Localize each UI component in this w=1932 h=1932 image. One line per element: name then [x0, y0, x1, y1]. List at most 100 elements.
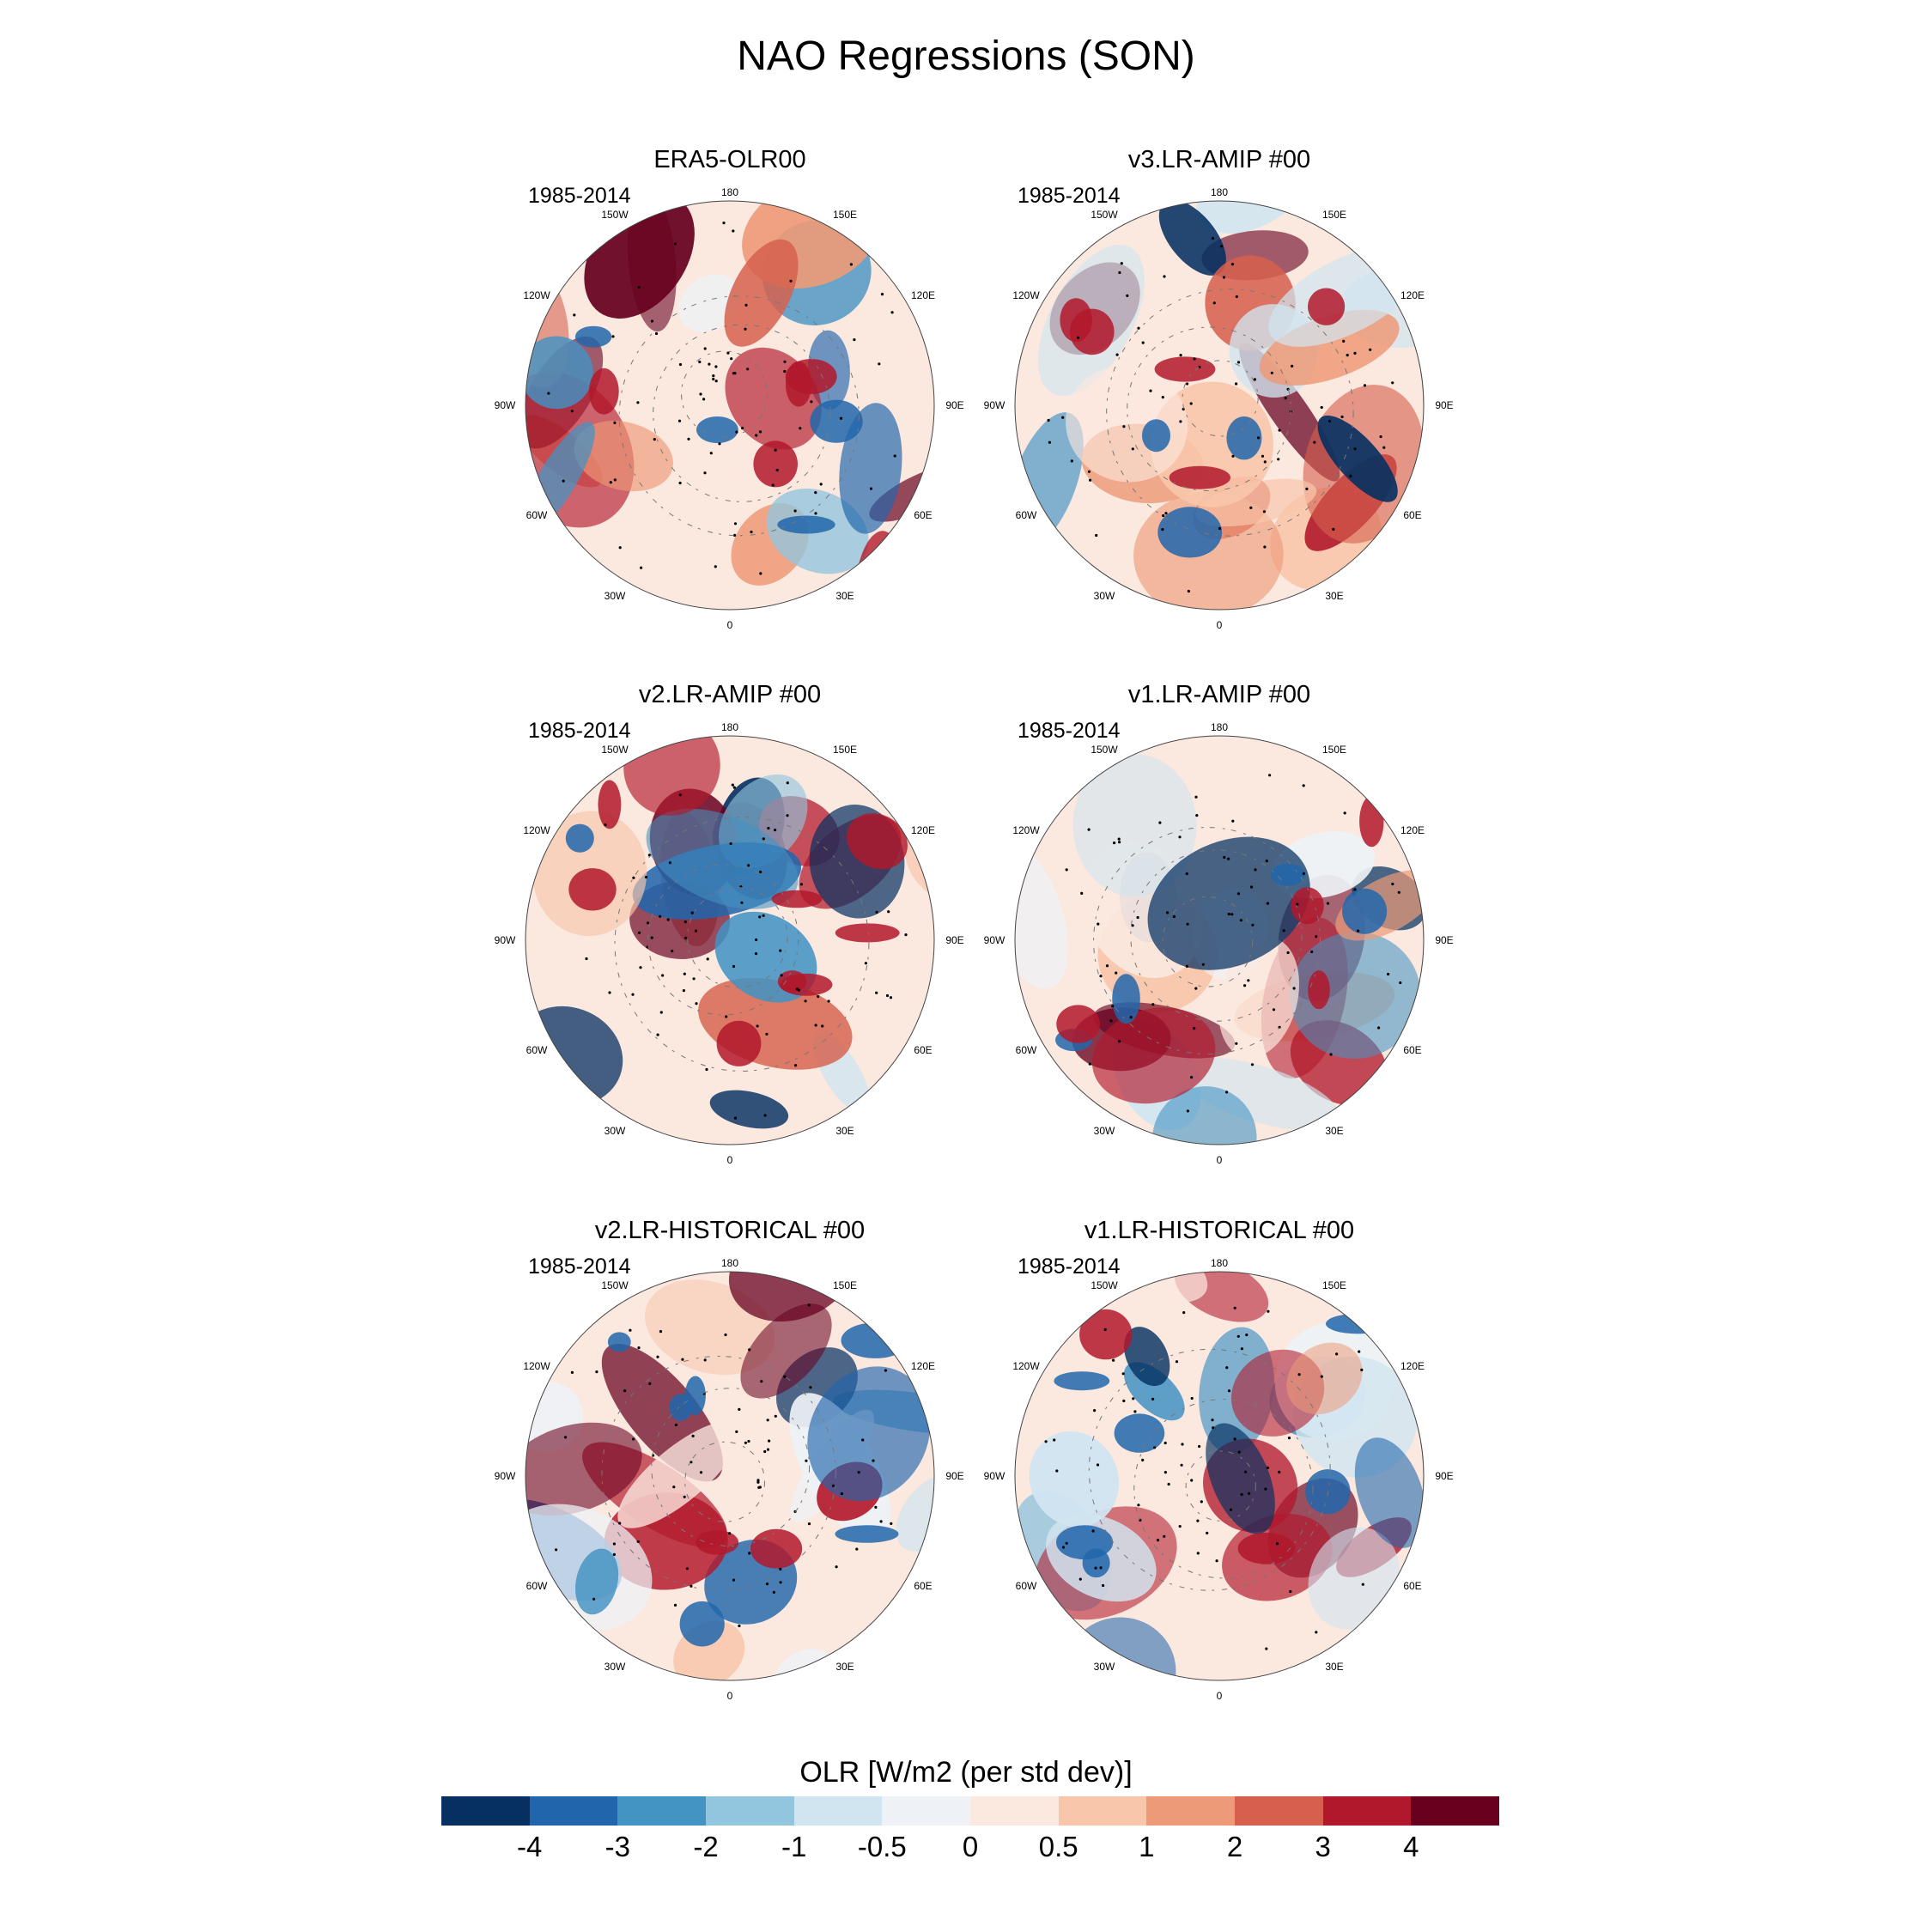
- panel-title: v3.LR-AMIP #00: [1127, 146, 1311, 173]
- anomaly-core: [1114, 1413, 1165, 1453]
- anomaly-blob: [1147, 836, 1310, 970]
- significance-dot: [793, 509, 797, 513]
- significance-dot: [1118, 841, 1121, 844]
- significance-dot: [1349, 474, 1352, 477]
- significance-dot: [1185, 964, 1188, 968]
- longitude-label: 120E: [1400, 1360, 1425, 1372]
- significance-dot: [887, 910, 890, 914]
- anomaly-blob: [807, 1366, 931, 1502]
- longitude-label: 0: [1217, 619, 1223, 631]
- anomaly-blob: [1317, 415, 1398, 502]
- map-border: [1014, 735, 1425, 1145]
- significance-dot: [1340, 415, 1344, 419]
- anomaly-core: [835, 923, 900, 943]
- polar-map: 180 150E 120E 90E 60E 30E 0 30W 60W 90W 120W 150W: [984, 1257, 1454, 1702]
- significance-dot: [650, 936, 653, 939]
- significance-dot: [659, 1330, 663, 1334]
- significance-dot: [714, 565, 717, 568]
- significance-dot: [637, 1346, 641, 1350]
- significance-dot: [740, 901, 744, 904]
- significance-dot: [1196, 1552, 1200, 1555]
- anomaly-blob: [526, 1422, 642, 1516]
- significance-dot: [1230, 263, 1234, 266]
- panel-title: v2.LR-HISTORICAL #00: [594, 1217, 866, 1244]
- significance-dot: [1122, 1399, 1126, 1403]
- significance-dot: [885, 993, 890, 998]
- contour-field: [1015, 201, 1424, 610]
- significance-dot: [690, 1461, 693, 1464]
- significance-dot: [705, 1067, 708, 1072]
- longitude-label: 90W: [495, 399, 516, 411]
- significance-dot: [774, 829, 777, 832]
- significance-dot: [677, 419, 682, 422]
- significance-dot: [1284, 397, 1287, 400]
- anomaly-core: [841, 1322, 910, 1358]
- significance-dot: [1292, 987, 1296, 990]
- significance-dot: [1065, 868, 1068, 872]
- anomaly-core: [696, 416, 738, 443]
- longitude-label: 180: [1211, 721, 1228, 733]
- significance-dot: [637, 931, 641, 934]
- anomaly-core: [716, 1020, 762, 1066]
- significance-dot: [1175, 1360, 1179, 1364]
- significance-dot: [1115, 971, 1118, 975]
- significance-dot: [1077, 336, 1080, 339]
- longitude-label: 180: [1211, 1257, 1228, 1269]
- map-border: [1014, 200, 1425, 611]
- longitude-label: 30E: [1325, 1661, 1343, 1673]
- significance-dot: [1235, 295, 1238, 299]
- significance-dot: [637, 286, 641, 289]
- significance-dot: [1055, 1469, 1059, 1473]
- significance-dot: [875, 991, 878, 994]
- significance-dot: [1302, 784, 1305, 787]
- significance-dot: [681, 1358, 684, 1361]
- significance-dot: [1237, 1450, 1241, 1454]
- significance-dot: [1189, 402, 1193, 405]
- significance-dot: [1133, 1410, 1137, 1413]
- longitude-label: 60E: [1403, 1580, 1421, 1592]
- map-panel: ERA5-OLR00 1985-2014 180 150E 120E 90E 60E 30…: [495, 146, 964, 631]
- significance-dot: [861, 1438, 865, 1442]
- significance-dot: [849, 263, 853, 266]
- significance-dot: [1261, 454, 1265, 458]
- significance-dot: [1360, 1368, 1364, 1371]
- significance-dot: [857, 1471, 860, 1474]
- significance-dot: [738, 1624, 741, 1628]
- coastline: [1130, 849, 1303, 1022]
- significance-dot: [1187, 589, 1190, 593]
- significance-dot: [1117, 837, 1121, 841]
- longitude-label: 150E: [1322, 744, 1346, 756]
- coastline: [684, 1441, 766, 1522]
- significance-dot: [1236, 1334, 1240, 1338]
- significance-dot: [1129, 1016, 1133, 1019]
- significance-dot: [1262, 510, 1267, 513]
- longitude-label: 180: [721, 721, 738, 733]
- anomaly-blob: [847, 813, 908, 870]
- longitude-label: 120W: [523, 289, 550, 301]
- anomaly-core: [1112, 974, 1140, 1024]
- anomaly-blob: [1194, 478, 1317, 526]
- significance-dot: [1103, 1327, 1107, 1331]
- significance-dot: [1179, 420, 1182, 423]
- significance-dot: [1070, 459, 1073, 463]
- longitude-label: 30E: [835, 590, 854, 602]
- significance-dot: [1186, 382, 1189, 386]
- significance-dot: [1320, 405, 1323, 410]
- anomaly-blob: [1206, 1423, 1275, 1534]
- significance-dot: [714, 380, 718, 383]
- colorbar-segment: [1146, 1796, 1236, 1826]
- significance-dot: [1244, 1470, 1248, 1473]
- significance-dot: [893, 454, 896, 458]
- significance-dot: [1193, 357, 1196, 361]
- significance-dot: [864, 962, 867, 965]
- significance-dot: [1118, 1040, 1121, 1043]
- significance-dot: [706, 957, 709, 961]
- significance-dot: [1190, 1396, 1194, 1400]
- significance-dot: [783, 360, 787, 363]
- anomaly-blob: [574, 421, 673, 492]
- significance-dot: [1363, 384, 1367, 387]
- longitude-label: 90W: [984, 1470, 1005, 1482]
- significance-dot: [659, 1011, 663, 1014]
- anomaly-core: [785, 361, 812, 407]
- significance-dot: [650, 319, 654, 323]
